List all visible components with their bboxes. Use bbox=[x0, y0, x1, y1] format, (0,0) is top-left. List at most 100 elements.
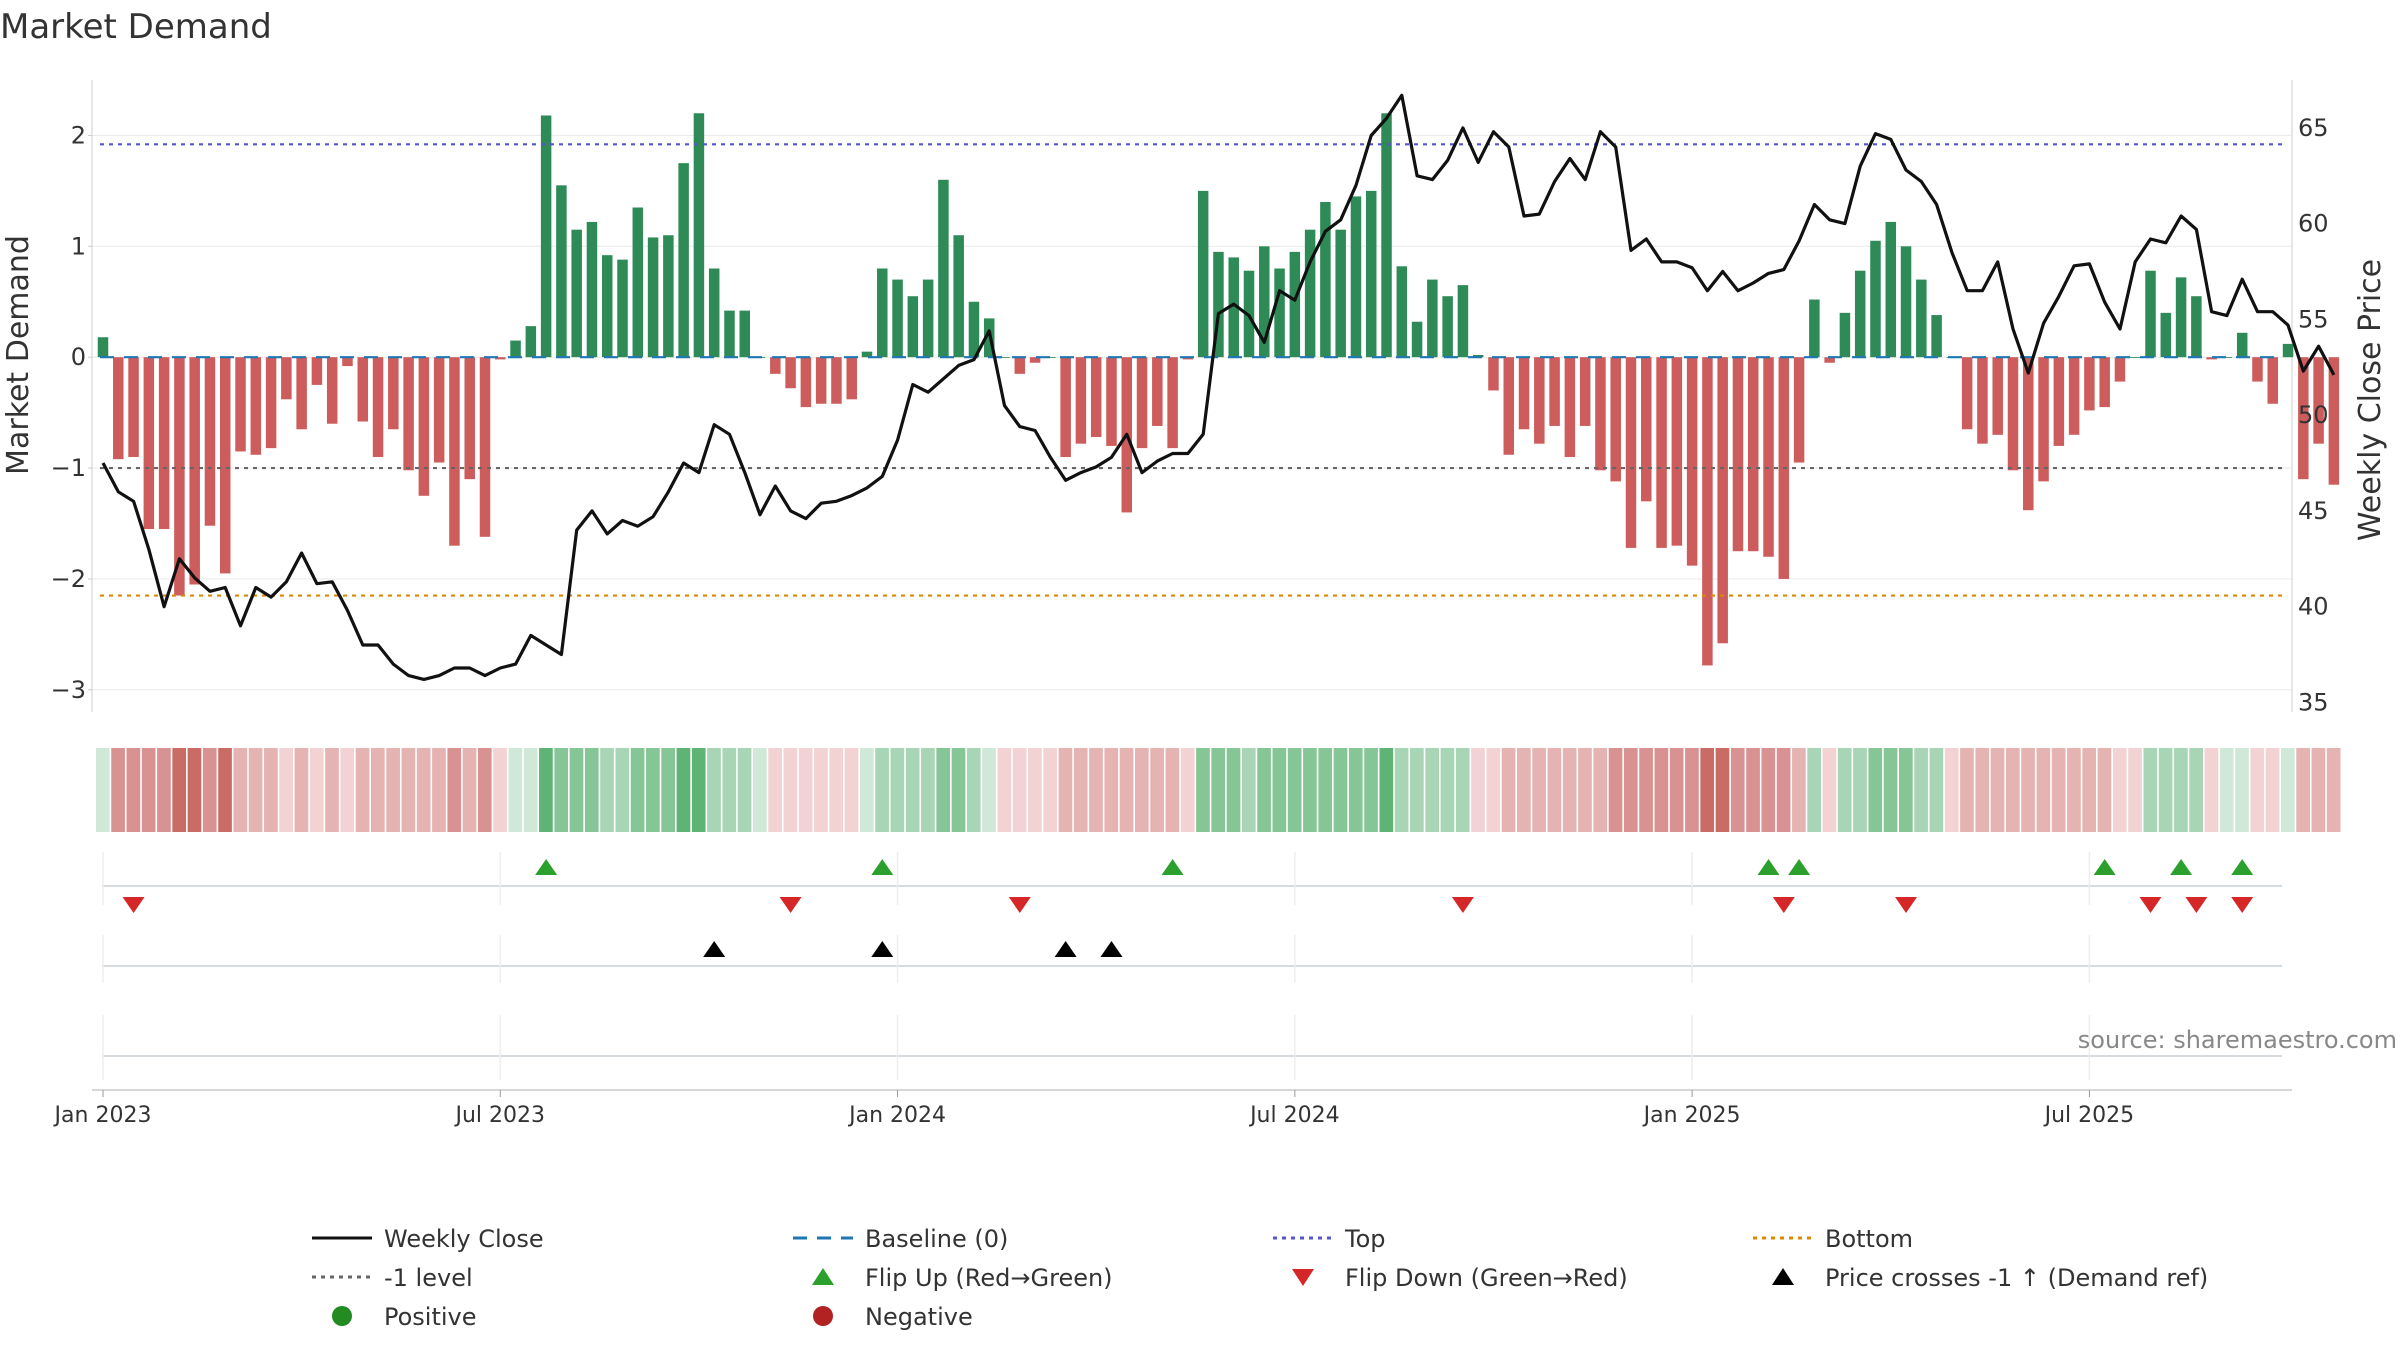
strip-cell bbox=[462, 748, 477, 832]
demand-bar bbox=[800, 357, 812, 408]
legend-label: Weekly Close bbox=[384, 1225, 544, 1253]
strip-cell bbox=[936, 748, 951, 832]
demand-bar bbox=[1457, 285, 1469, 358]
demand-bar bbox=[388, 357, 399, 430]
demand-bar bbox=[892, 279, 903, 358]
demand-bar bbox=[464, 357, 475, 480]
legend-triangle-swatch bbox=[812, 1268, 834, 1285]
strip-cell bbox=[707, 748, 721, 832]
strip-cell bbox=[432, 748, 446, 832]
left-tick-label: −1 bbox=[51, 454, 86, 482]
strip-cell bbox=[630, 748, 645, 832]
strip-cell bbox=[279, 748, 293, 832]
strip-cell bbox=[1379, 748, 1394, 832]
legend-label: Negative bbox=[865, 1303, 973, 1331]
demand-bar bbox=[449, 357, 460, 546]
strip-cell bbox=[1058, 748, 1073, 832]
flip-up-marker bbox=[2093, 859, 2116, 875]
flip-down-marker bbox=[2139, 897, 2162, 913]
demand-bar bbox=[1396, 266, 1408, 358]
legend-item: Flip Up (Red→Green) bbox=[812, 1264, 1113, 1292]
left-tick-label: 0 bbox=[71, 343, 86, 371]
demand-bar bbox=[143, 357, 155, 530]
demand-bar bbox=[1075, 357, 1087, 444]
strip-cell bbox=[997, 748, 1012, 832]
demand-bar bbox=[342, 357, 353, 367]
demand-bar bbox=[372, 357, 384, 457]
strip-cell bbox=[859, 748, 874, 832]
demand-bars bbox=[97, 113, 2340, 666]
strip-cell bbox=[1639, 748, 1653, 832]
strip-cell bbox=[2189, 748, 2203, 832]
strip-cell bbox=[2051, 748, 2066, 832]
left-tick-label: 1 bbox=[71, 232, 86, 260]
strip-cell bbox=[722, 748, 737, 832]
demand-bar bbox=[556, 185, 567, 358]
legend-item: Flip Down (Green→Red) bbox=[1292, 1264, 1628, 1292]
flip-up-marker bbox=[871, 859, 894, 875]
demand-bar bbox=[2313, 357, 2324, 444]
legend: Weekly Close Baseline (0) Top Bottom -1 leve… bbox=[312, 1225, 2208, 1331]
demand-bar bbox=[250, 357, 262, 455]
demand-bar bbox=[938, 179, 949, 358]
right-tick-label: 45 bbox=[2298, 497, 2329, 525]
demand-bar bbox=[1320, 201, 1331, 358]
demand-bar bbox=[2221, 357, 2233, 358]
demand-bar bbox=[1885, 221, 1897, 358]
strip-cell bbox=[1761, 748, 1776, 832]
flip-down-marker bbox=[1008, 897, 1031, 913]
demand-bar bbox=[1014, 357, 1026, 374]
legend-triangle-swatch bbox=[1772, 1268, 1794, 1285]
strip-cell bbox=[95, 748, 110, 832]
demand-bar bbox=[953, 235, 964, 358]
x-tick-label: Jan 2024 bbox=[847, 1103, 946, 1128]
demand-bar bbox=[1411, 321, 1423, 358]
demand-bar bbox=[1289, 251, 1301, 358]
strip-cell bbox=[646, 748, 660, 832]
demand-bar bbox=[678, 163, 689, 358]
flip-up-marker bbox=[1757, 859, 1780, 875]
demand-bar bbox=[785, 357, 796, 389]
strip-cell bbox=[1868, 748, 1883, 832]
demand-bar bbox=[495, 357, 506, 360]
x-tick-label: Jul 2025 bbox=[2043, 1103, 2135, 1128]
strip-cell bbox=[1654, 748, 1669, 832]
strip-cell bbox=[1486, 748, 1501, 832]
demand-bar bbox=[2129, 357, 2141, 358]
strip-cell bbox=[1715, 748, 1730, 832]
right-axis-label: Weekly Close Price bbox=[2353, 259, 2388, 541]
strip-cell bbox=[921, 748, 935, 832]
flip-up-marker bbox=[2231, 859, 2254, 875]
strip-cell bbox=[600, 748, 614, 832]
strip-cell bbox=[1211, 748, 1226, 832]
demand-bar bbox=[1579, 357, 1591, 426]
demand-bar bbox=[1839, 312, 1851, 358]
legend-circle-swatch bbox=[332, 1306, 352, 1326]
legend-label: Positive bbox=[384, 1303, 477, 1331]
strip-cell bbox=[1089, 748, 1103, 832]
strip-cell bbox=[1257, 748, 1271, 832]
strip-cell bbox=[1028, 748, 1042, 832]
demand-bar bbox=[815, 357, 827, 404]
weekly-close-line bbox=[101, 93, 2336, 682]
legend-label: Bottom bbox=[1825, 1225, 1913, 1253]
strip-cell bbox=[218, 748, 232, 832]
demand-bar bbox=[219, 357, 231, 574]
strip-cell bbox=[1455, 748, 1470, 832]
demand-bar bbox=[540, 115, 552, 358]
strip-cell bbox=[1792, 748, 1806, 832]
demand-bar bbox=[922, 279, 934, 358]
strip-cell bbox=[676, 748, 691, 832]
demand-bar bbox=[1625, 357, 1637, 548]
strip-cell bbox=[1226, 748, 1241, 832]
demand-bar bbox=[1977, 357, 1988, 444]
demand-bar bbox=[1152, 357, 1163, 426]
weekly-close-series bbox=[101, 93, 2336, 682]
strip-cell bbox=[875, 748, 889, 832]
legend-item: Bottom bbox=[1753, 1225, 1913, 1253]
strip-cell bbox=[1333, 748, 1348, 832]
right-tick-label: 40 bbox=[2298, 593, 2329, 621]
demand-bar bbox=[770, 357, 781, 374]
strip-cell bbox=[2036, 748, 2051, 832]
demand-bar bbox=[846, 357, 857, 400]
